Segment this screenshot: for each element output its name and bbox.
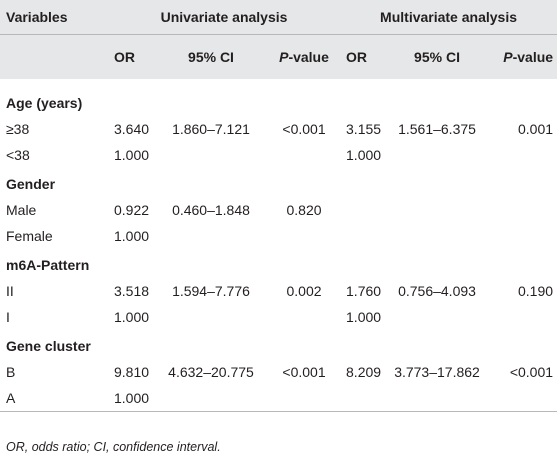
or-multi: 3.155 [340, 116, 386, 142]
ci-multi [386, 223, 488, 249]
row-label: Male [0, 197, 108, 223]
row-label: A [0, 385, 108, 412]
p-uni: 0.002 [268, 278, 340, 304]
header-blank [0, 35, 108, 80]
or-multi [340, 197, 386, 223]
p-uni [268, 142, 340, 168]
or-multi: 1.000 [340, 304, 386, 330]
p-multi: 0.190 [488, 278, 557, 304]
table-footnote: OR, odds ratio; CI, confidence interval. [0, 412, 557, 461]
group-row: Age (years) [0, 87, 557, 116]
group-label: Gender [0, 168, 557, 197]
row-label: ≥38 [0, 116, 108, 142]
or-uni: 9.810 [108, 359, 154, 385]
footnote-row: OR, odds ratio; CI, confidence interval. [0, 412, 557, 461]
p-multi [488, 197, 557, 223]
p-multi: 0.001 [488, 116, 557, 142]
p-uni: <0.001 [268, 116, 340, 142]
p-multi [488, 304, 557, 330]
header-variables: Variables [0, 0, 108, 35]
ci-uni [154, 385, 268, 412]
table-row: B 9.810 4.632–20.775 <0.001 8.209 3.773–… [0, 359, 557, 385]
header-p-italic: P [503, 49, 512, 65]
header-p-multi: P-value [488, 35, 557, 80]
p-uni [268, 385, 340, 412]
ci-uni: 0.460–1.848 [154, 197, 268, 223]
table-row: I 1.000 1.000 [0, 304, 557, 330]
row-label: II [0, 278, 108, 304]
or-uni: 0.922 [108, 197, 154, 223]
or-uni: 1.000 [108, 223, 154, 249]
p-uni: 0.820 [268, 197, 340, 223]
ci-uni [154, 142, 268, 168]
group-label: m6A-Pattern [0, 249, 557, 278]
table-row: A 1.000 [0, 385, 557, 412]
header-row-sub: OR 95% CI P-value OR 95% CI P-value [0, 35, 557, 80]
table-row: ≥38 3.640 1.860–7.121 <0.001 3.155 1.561… [0, 116, 557, 142]
or-uni: 3.640 [108, 116, 154, 142]
header-univariate: Univariate analysis [108, 0, 340, 35]
ci-uni: 4.632–20.775 [154, 359, 268, 385]
ci-uni: 1.594–7.776 [154, 278, 268, 304]
p-multi: <0.001 [488, 359, 557, 385]
group-row: Gene cluster [0, 330, 557, 359]
row-label: Female [0, 223, 108, 249]
group-row: m6A-Pattern [0, 249, 557, 278]
row-label: I [0, 304, 108, 330]
group-label: Age (years) [0, 87, 557, 116]
p-multi [488, 142, 557, 168]
header-row-top: Variables Univariate analysis Multivaria… [0, 0, 557, 35]
or-multi [340, 223, 386, 249]
table-row: Female 1.000 [0, 223, 557, 249]
table-body: Age (years) ≥38 3.640 1.860–7.121 <0.001… [0, 79, 557, 412]
ci-multi: 1.561–6.375 [386, 116, 488, 142]
header-p-rest: -value [288, 49, 328, 65]
or-multi: 1.760 [340, 278, 386, 304]
p-uni: <0.001 [268, 359, 340, 385]
ci-multi [386, 385, 488, 412]
ci-multi: 3.773–17.862 [386, 359, 488, 385]
table-row: <38 1.000 1.000 [0, 142, 557, 168]
header-or-uni: OR [108, 35, 154, 80]
ci-uni [154, 304, 268, 330]
group-row: Gender [0, 168, 557, 197]
row-label: B [0, 359, 108, 385]
header-or-multi: OR [340, 35, 386, 80]
ci-uni: 1.860–7.121 [154, 116, 268, 142]
ci-uni [154, 223, 268, 249]
ci-multi: 0.756–4.093 [386, 278, 488, 304]
or-uni: 3.518 [108, 278, 154, 304]
p-multi [488, 385, 557, 412]
p-multi [488, 223, 557, 249]
table-row: Male 0.922 0.460–1.848 0.820 [0, 197, 557, 223]
header-ci-multi: 95% CI [386, 35, 488, 80]
or-uni: 1.000 [108, 142, 154, 168]
row-label: <38 [0, 142, 108, 168]
ci-multi [386, 142, 488, 168]
group-label: Gene cluster [0, 330, 557, 359]
ci-multi [386, 304, 488, 330]
ci-multi [386, 197, 488, 223]
header-multivariate: Multivariate analysis [340, 0, 557, 35]
p-uni [268, 304, 340, 330]
or-multi: 1.000 [340, 142, 386, 168]
table-row: II 3.518 1.594–7.776 0.002 1.760 0.756–4… [0, 278, 557, 304]
or-uni: 1.000 [108, 385, 154, 412]
or-multi [340, 385, 386, 412]
p-uni [268, 223, 340, 249]
table-container: Variables Univariate analysis Multivaria… [0, 0, 557, 442]
or-uni: 1.000 [108, 304, 154, 330]
header-p-uni: P-value [268, 35, 340, 80]
header-ci-uni: 95% CI [154, 35, 268, 80]
header-p-rest: -value [513, 49, 553, 65]
or-multi: 8.209 [340, 359, 386, 385]
